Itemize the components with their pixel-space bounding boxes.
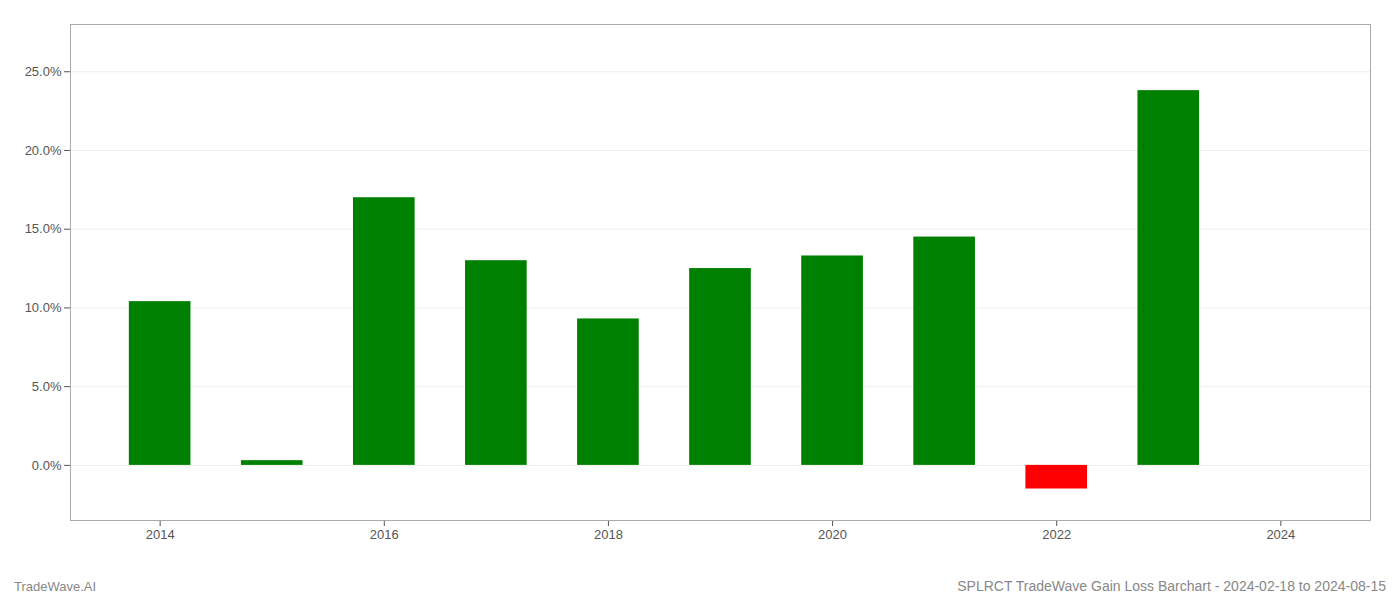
svg-text:25.0%: 25.0% — [25, 64, 62, 79]
svg-text:2016: 2016 — [370, 527, 399, 542]
html-text:SPLRCT TradeWave Gain Loss Bar: SPLRCT TradeWave Gain Loss Barchart - 20… — [957, 578, 1386, 594]
svg-text:2014: 2014 — [146, 527, 175, 542]
svg-text:2020: 2020 — [818, 527, 847, 542]
svg-text:2018: 2018 — [594, 527, 623, 542]
svg-text:10.0%: 10.0% — [25, 300, 62, 315]
svg-text:5.0%: 5.0% — [32, 379, 62, 394]
svg-text:20.0%: 20.0% — [25, 143, 62, 158]
html-text:TradeWave.AI: TradeWave.AI — [14, 579, 97, 594]
svg-text:2024: 2024 — [1266, 527, 1295, 542]
svg-text:0.0%: 0.0% — [32, 458, 62, 473]
svg-text:2022: 2022 — [1042, 527, 1071, 542]
svg-text:15.0%: 15.0% — [25, 221, 62, 236]
